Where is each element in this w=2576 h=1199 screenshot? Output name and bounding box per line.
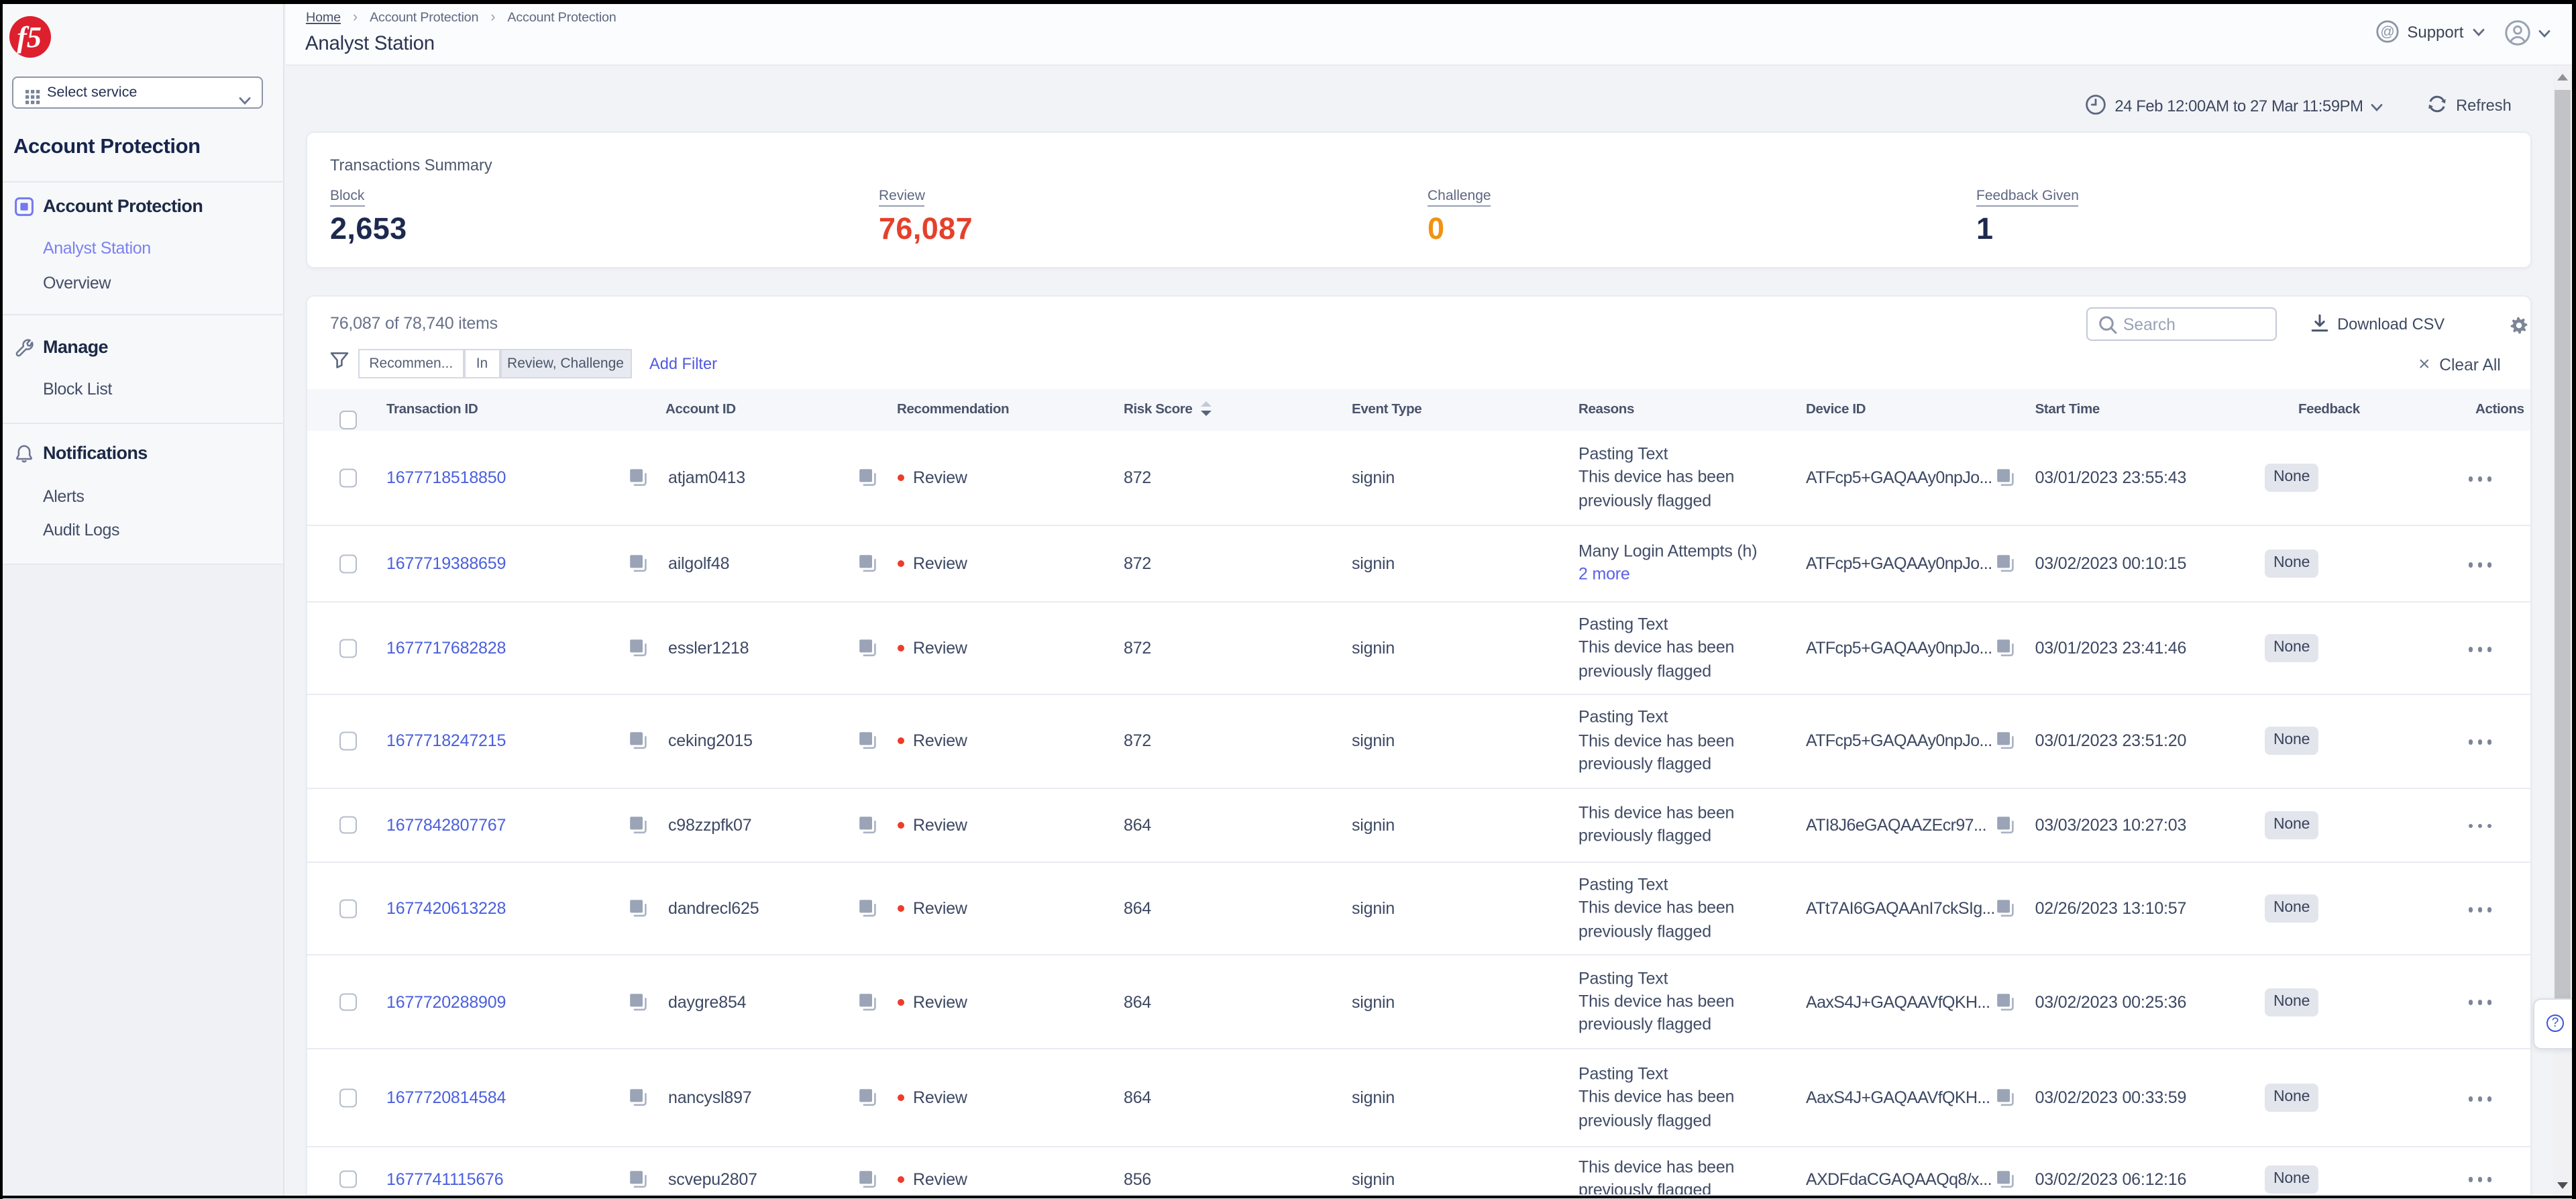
svg-text:f5: f5 <box>16 21 41 54</box>
svg-text:@: @ <box>2379 23 2394 39</box>
